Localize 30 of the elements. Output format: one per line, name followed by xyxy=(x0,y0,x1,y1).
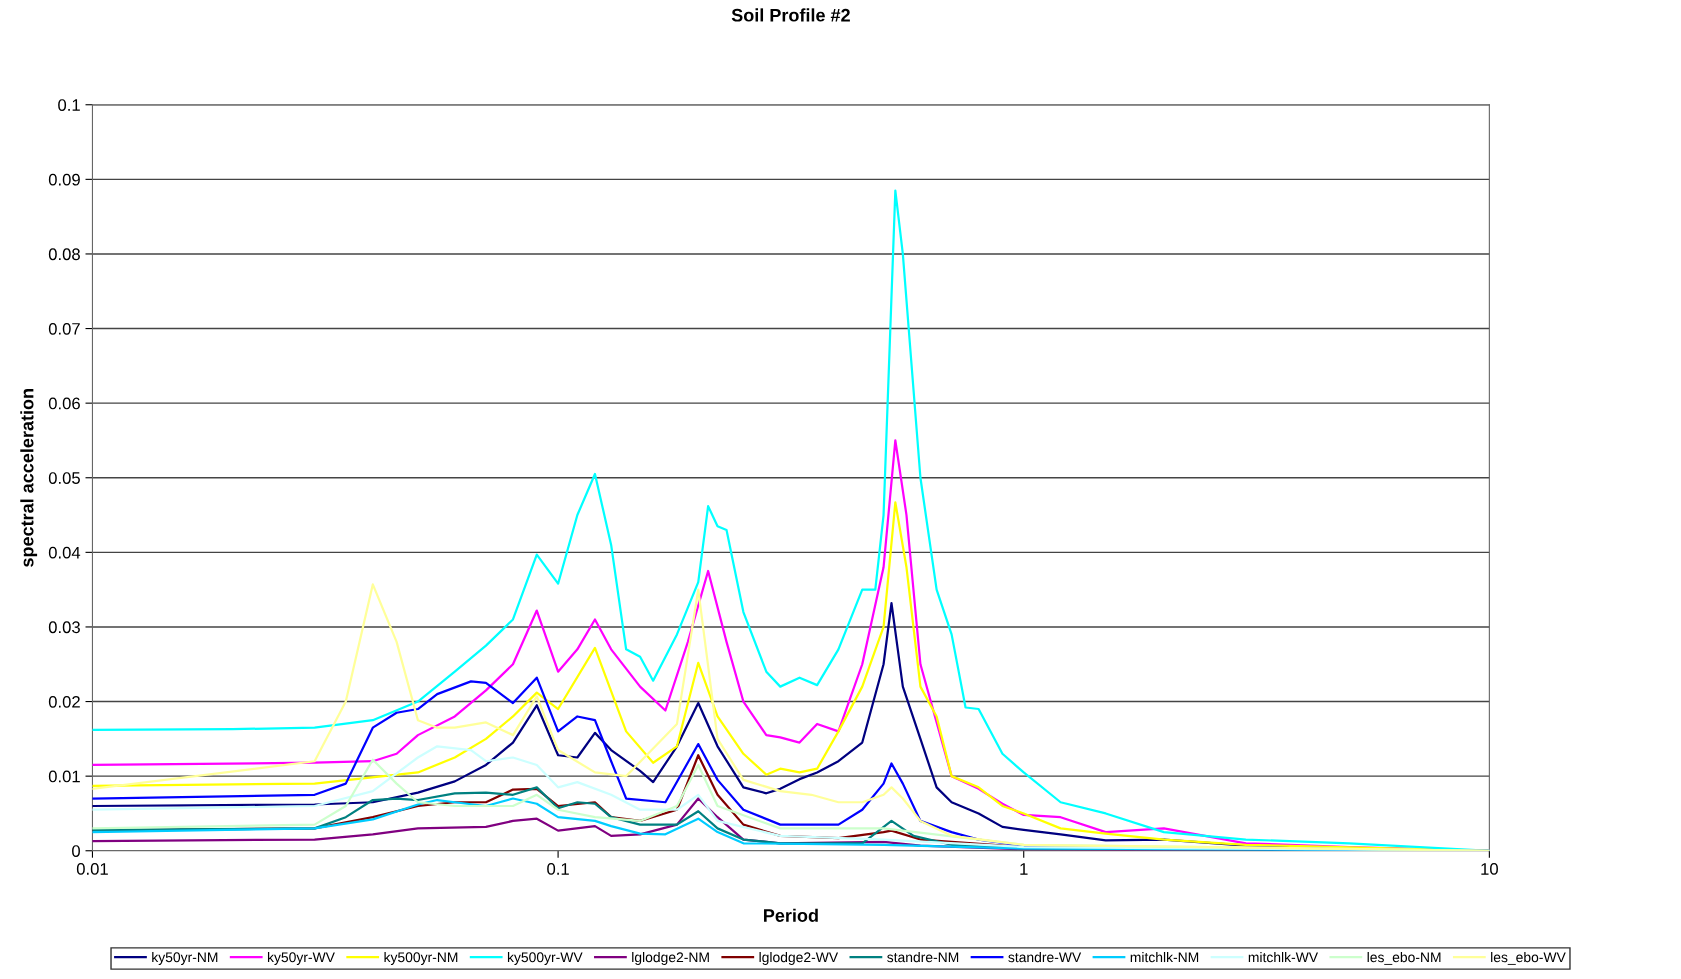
legend-label: ky50yr-WV xyxy=(267,952,335,965)
y-tick-label: 0.1 xyxy=(58,99,80,111)
y-tick-label: 0.01 xyxy=(48,770,80,783)
x-tick-label: 0.1 xyxy=(547,863,569,875)
legend-label: les_ebo-WV xyxy=(1491,952,1566,965)
y-tick-label: 0.04 xyxy=(48,546,81,559)
x-tick-label: 10 xyxy=(1481,863,1498,875)
x-tick-label: 0.01 xyxy=(76,863,108,875)
legend-label: lglodge2-NM xyxy=(632,952,709,965)
legend-label: ky500yr-WV xyxy=(507,952,583,965)
y-tick-label: 0.09 xyxy=(48,173,80,186)
y-tick-label: 0.08 xyxy=(48,248,80,261)
y-tick-label: 0 xyxy=(72,845,80,857)
legend-label: mitchlk-NM xyxy=(1130,952,1199,963)
y-tick-label: 0.02 xyxy=(48,695,80,708)
chart-title: Soil Profile #2 xyxy=(731,8,850,22)
y-tick-label: 0.06 xyxy=(48,397,80,410)
legend-label: les_ebo-NM xyxy=(1367,952,1441,965)
legend-label: ky500yr-NM xyxy=(384,952,458,965)
y-axis-title: spectral acceleration xyxy=(20,389,38,567)
legend-label: standre-NM xyxy=(887,952,959,963)
y-tick-label: 0.03 xyxy=(48,621,80,634)
x-axis-title: Period xyxy=(764,908,818,922)
legend-label: mitchlk-WV xyxy=(1248,952,1319,963)
x-tick-label: 1 xyxy=(1020,863,1028,875)
y-tick-label: 0.05 xyxy=(48,472,80,484)
legend-label: lglodge2-WV xyxy=(759,952,839,965)
legend-label: standre-WV xyxy=(1008,952,1082,963)
legend-label: ky50yr-NM xyxy=(152,952,218,965)
y-tick-label: 0.07 xyxy=(48,322,80,335)
